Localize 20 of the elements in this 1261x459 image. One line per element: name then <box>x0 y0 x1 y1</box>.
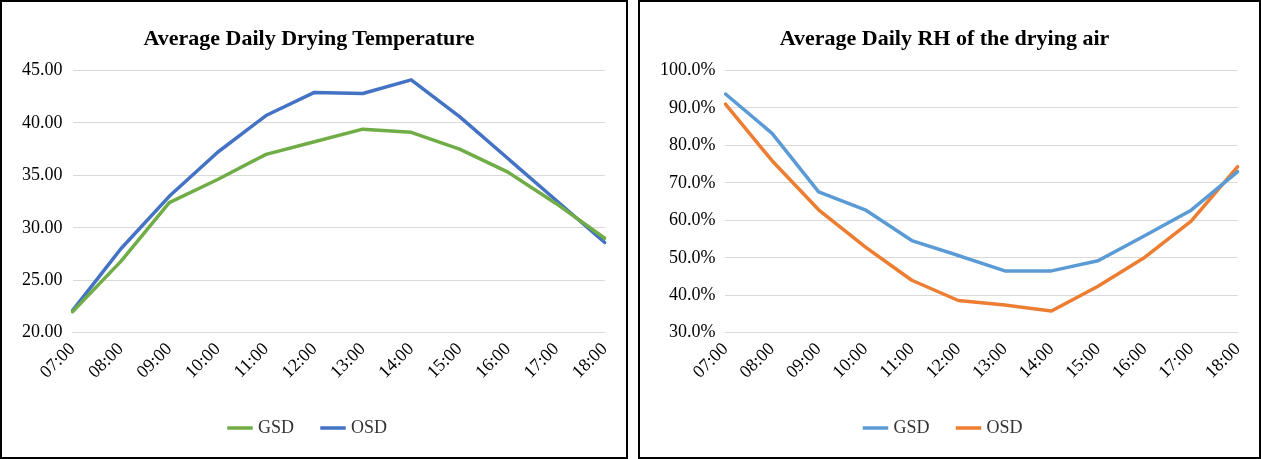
y-tick-label: 20.00 <box>22 321 63 342</box>
y-tick-label: 50.0% <box>668 246 716 267</box>
chart-title: Average Daily Drying Temperature <box>143 24 475 50</box>
y-tick-label: 40.0% <box>668 283 716 304</box>
y-tick-label: 30.00 <box>22 216 63 237</box>
y-tick-label: 30.0% <box>668 321 716 342</box>
legend-label: GSD <box>893 416 930 437</box>
y-tick-label: 40.00 <box>22 111 63 132</box>
y-tick-label: 80.0% <box>668 134 716 155</box>
legend-label: OSD <box>351 416 388 437</box>
legend-label: OSD <box>986 416 1023 437</box>
y-tick-label: 45.00 <box>22 59 63 80</box>
y-tick-label: 25.00 <box>22 269 63 289</box>
y-tick-label: 70.0% <box>668 171 716 192</box>
y-tick-label: 90.0% <box>668 96 716 117</box>
y-tick-label: 60.0% <box>668 209 716 230</box>
y-tick-label: 100.0% <box>659 59 716 80</box>
legend-label: GSD <box>257 416 295 437</box>
y-tick-label: 35.00 <box>22 164 63 185</box>
chart-title: Average Daily RH of the drying air <box>779 24 1110 50</box>
